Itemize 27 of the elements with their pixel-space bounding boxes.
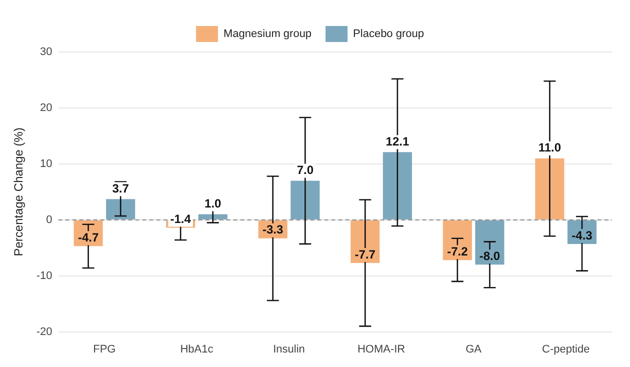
- data-label: 1.0: [204, 196, 222, 211]
- data-label: -3.3: [262, 222, 284, 237]
- data-label: -4.7: [78, 230, 99, 244]
- y-tick-label: -20: [36, 326, 52, 338]
- y-tick-label: -10: [36, 270, 52, 282]
- x-tick-label: FPG: [93, 343, 116, 356]
- x-tick-label: C-peptide: [542, 343, 590, 356]
- x-tick-label: GA: [466, 343, 482, 356]
- y-tick-label: 0: [46, 214, 52, 226]
- y-tick-label: 20: [40, 102, 52, 114]
- data-label: -1.4: [170, 212, 192, 226]
- y-tick-label: 10: [40, 158, 52, 170]
- data-label: -8.0: [479, 248, 500, 263]
- x-tick-label: HbA1c: [180, 343, 214, 356]
- data-label: -7.2: [447, 244, 468, 258]
- y-axis-title: Percentage Change (%): [12, 128, 26, 256]
- x-tick-label: Insulin: [273, 343, 305, 356]
- legend-label: Placebo group: [353, 28, 424, 40]
- legend-label: Magnesium group: [224, 28, 312, 40]
- y-tick-label: 30: [40, 46, 52, 58]
- data-label: 7.0: [296, 163, 314, 178]
- data-label: -7.7: [354, 247, 376, 262]
- x-tick-label: HOMA-IR: [357, 343, 406, 356]
- data-label: 11.0: [538, 140, 562, 155]
- data-label: 12.1: [386, 134, 410, 148]
- data-label: -4.3: [572, 228, 593, 242]
- data-label: 3.7: [112, 181, 130, 196]
